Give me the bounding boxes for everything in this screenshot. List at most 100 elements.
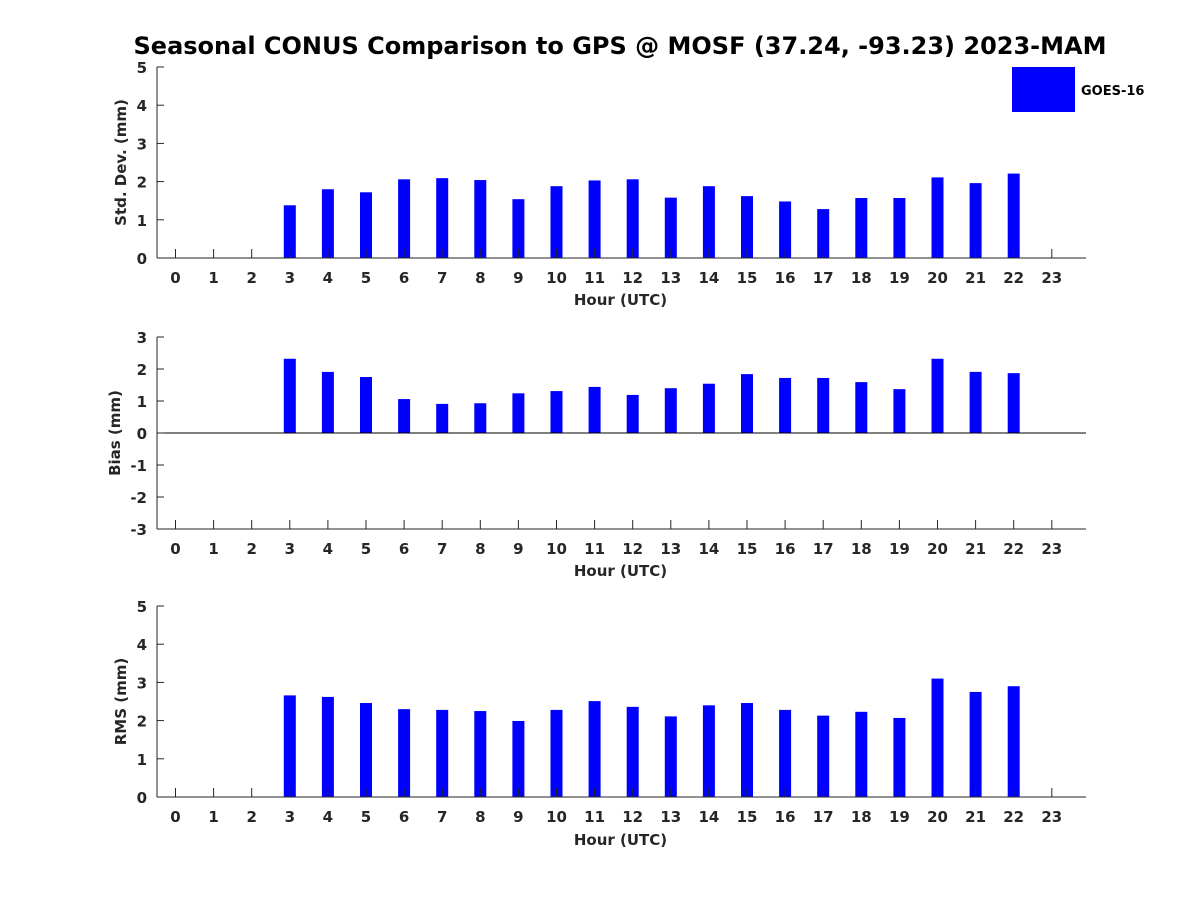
bar-rms-hour-3	[283, 695, 296, 797]
bar-bias-hour-18	[855, 382, 868, 433]
bar-bias-hour-17	[817, 377, 830, 433]
x-tick-label-std-dev: 1	[208, 269, 218, 287]
x-tick-label-bias: 22	[1003, 540, 1024, 558]
x-tick-label-std-dev: 23	[1041, 269, 1062, 287]
bar-bias-hour-14	[702, 383, 715, 433]
x-tick-label-std-dev: 7	[437, 269, 447, 287]
legend-swatch-goes16	[1012, 67, 1075, 112]
bar-std-dev-hour-12	[626, 179, 639, 258]
bar-bias-hour-22	[1007, 373, 1020, 433]
x-tick-label-rms: 8	[475, 808, 485, 826]
x-tick-label-bias: 23	[1041, 540, 1062, 558]
y-tick-label-std-dev: 2	[137, 174, 147, 192]
legend-label-goes16: GOES-16	[1081, 84, 1144, 99]
x-tick-label-rms: 5	[361, 808, 371, 826]
bar-rms-hour-4	[321, 696, 334, 797]
x-tick-label-rms: 1	[208, 808, 218, 826]
x-tick-label-std-dev: 2	[246, 269, 256, 287]
bar-bias-hour-10	[550, 391, 563, 433]
bar-bias-hour-7	[436, 403, 449, 433]
x-axis-label-bias: Hour (UTC)	[574, 562, 667, 580]
bar-std-dev-hour-5	[360, 192, 372, 258]
bar-bias-hour-13	[664, 388, 677, 433]
x-tick-label-std-dev: 11	[584, 269, 605, 287]
bar-rms-hour-20	[931, 678, 944, 797]
x-tick-label-bias: 15	[737, 540, 758, 558]
x-tick-label-bias: 11	[584, 540, 605, 558]
x-tick-label-std-dev: 6	[399, 269, 409, 287]
x-tick-label-bias: 9	[513, 540, 523, 558]
bar-bias-hour-6	[398, 399, 411, 433]
bar-rms-hour-8	[474, 711, 487, 797]
bar-rms-hour-5	[360, 703, 372, 797]
x-tick-label-std-dev: 4	[323, 269, 333, 287]
bar-std-dev-hour-4	[321, 189, 334, 258]
y-tick-label-rms: 3	[137, 674, 147, 692]
y-axis-label-rms: RMS (mm)	[112, 658, 130, 745]
bar-rms-hour-11	[588, 701, 601, 797]
bar-bias-hour-3	[283, 358, 296, 433]
x-tick-label-std-dev: 9	[513, 269, 523, 287]
x-tick-label-std-dev: 17	[813, 269, 834, 287]
bar-bias-hour-15	[741, 374, 753, 433]
bar-bias-hour-9	[512, 393, 525, 433]
bar-rms-hour-16	[779, 709, 792, 797]
x-tick-label-rms: 23	[1041, 808, 1062, 826]
x-tick-label-rms: 16	[775, 808, 796, 826]
x-tick-label-rms: 3	[285, 808, 295, 826]
bar-rms-hour-12	[626, 706, 639, 797]
x-tick-label-rms: 11	[584, 808, 605, 826]
chart-title: Seasonal CONUS Comparison to GPS @ MOSF …	[134, 32, 1107, 60]
bar-rms-hour-10	[550, 709, 563, 797]
bar-rms-hour-19	[893, 717, 906, 797]
x-tick-label-std-dev: 14	[698, 269, 719, 287]
y-tick-label-bias: 1	[137, 393, 147, 411]
x-tick-label-rms: 15	[737, 808, 758, 826]
bar-bias-hour-11	[588, 386, 601, 433]
y-tick-label-std-dev: 0	[137, 250, 147, 268]
bar-std-dev-hour-18	[855, 198, 868, 258]
bar-rms-hour-22	[1007, 686, 1020, 797]
bar-rms-hour-13	[664, 716, 677, 797]
x-tick-label-std-dev: 16	[775, 269, 796, 287]
bar-bias-hour-8	[474, 403, 487, 433]
legend: GOES-16	[1012, 67, 1144, 112]
x-tick-label-rms: 19	[889, 808, 910, 826]
bar-std-dev-hour-9	[512, 199, 525, 258]
bar-std-dev-hour-7	[436, 178, 449, 258]
bar-rms-hour-6	[398, 709, 411, 797]
y-tick-label-rms: 2	[137, 713, 147, 731]
x-tick-label-rms: 14	[698, 808, 719, 826]
x-tick-label-std-dev: 0	[170, 269, 180, 287]
x-tick-label-std-dev: 5	[361, 269, 371, 287]
x-tick-label-std-dev: 3	[285, 269, 295, 287]
x-tick-label-bias: 6	[399, 540, 409, 558]
bar-std-dev-hour-19	[893, 198, 906, 258]
x-tick-label-bias: 10	[546, 540, 567, 558]
y-tick-label-rms: 0	[137, 789, 147, 807]
x-tick-label-rms: 22	[1003, 808, 1024, 826]
x-tick-label-rms: 2	[246, 808, 256, 826]
x-tick-label-rms: 6	[399, 808, 409, 826]
bar-rms-hour-21	[969, 691, 982, 797]
x-tick-label-rms: 12	[622, 808, 643, 826]
x-tick-label-std-dev: 19	[889, 269, 910, 287]
bar-rms-hour-14	[702, 705, 715, 797]
bar-rms-hour-17	[817, 715, 830, 797]
bar-std-dev-hour-13	[664, 197, 677, 258]
x-tick-label-bias: 2	[246, 540, 256, 558]
bar-bias-hour-21	[969, 371, 982, 433]
x-tick-label-rms: 10	[546, 808, 567, 826]
x-tick-label-bias: 4	[323, 540, 333, 558]
bar-rms-hour-18	[855, 711, 868, 797]
bar-bias-hour-12	[626, 394, 639, 433]
x-tick-label-bias: 8	[475, 540, 485, 558]
bar-std-dev-hour-21	[969, 183, 982, 258]
bar-std-dev-hour-15	[741, 196, 753, 258]
x-tick-label-bias: 16	[775, 540, 796, 558]
x-tick-label-bias: 3	[285, 540, 295, 558]
y-tick-label-std-dev: 3	[137, 135, 147, 153]
